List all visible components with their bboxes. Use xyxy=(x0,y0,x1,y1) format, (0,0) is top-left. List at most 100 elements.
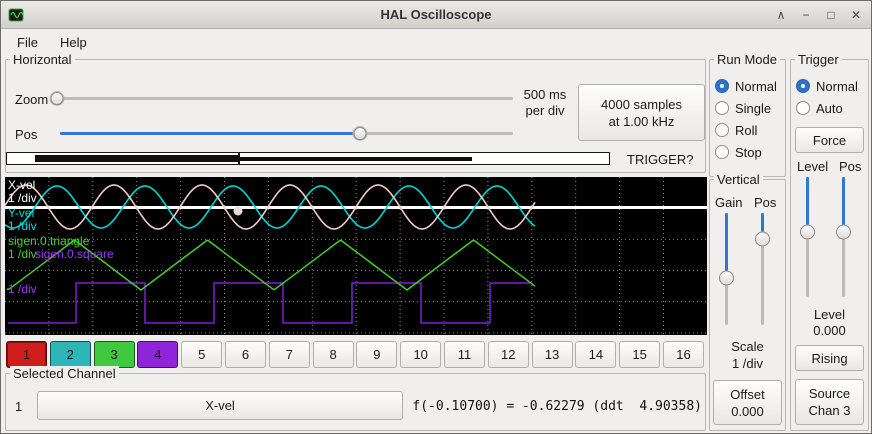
trigger-position-tick xyxy=(238,153,240,164)
vertical-offset-value: 0.000 xyxy=(731,403,764,419)
trace-sigen-0-square xyxy=(8,282,532,324)
trigger-group-title: Trigger xyxy=(795,52,842,67)
titlebar: HAL Oscilloscope ∧ − □ ✕ xyxy=(1,1,871,29)
channel-button-7[interactable]: 7 xyxy=(268,341,310,368)
time-per-div-unit: per div xyxy=(525,103,565,118)
channel-button-13[interactable]: 13 xyxy=(531,341,573,368)
sample-rate-label: at 1.00 kHz xyxy=(608,113,675,129)
channel-button-4[interactable]: 4 xyxy=(137,341,179,368)
shade-button[interactable]: ∧ xyxy=(776,8,786,22)
selected-channel-name: X-vel xyxy=(205,398,235,413)
app-icon xyxy=(8,7,24,23)
trigger-level-col-label: Level xyxy=(797,159,829,174)
radio-unchecked-icon[interactable] xyxy=(715,123,729,137)
vertical-scale-value: 1 /div xyxy=(731,356,764,371)
trigger-level-handle[interactable] xyxy=(799,224,815,240)
channel-button-2[interactable]: 2 xyxy=(49,341,91,368)
channel-button-11[interactable]: 11 xyxy=(443,341,485,368)
record-extent-segment xyxy=(239,157,472,161)
channel-button-9[interactable]: 9 xyxy=(356,341,398,368)
channel-button-16[interactable]: 16 xyxy=(662,341,704,368)
run-mode-option-single[interactable]: Single xyxy=(715,97,777,119)
selected-channel-number: 1 xyxy=(15,399,23,414)
horizontal-group-title: Horizontal xyxy=(10,52,75,67)
trace-y-vel xyxy=(5,185,536,229)
trace-x-vel xyxy=(5,184,536,230)
pos-slider-groove xyxy=(60,132,513,135)
record-position-indicator xyxy=(6,152,610,165)
menu-help[interactable]: Help xyxy=(59,34,87,50)
radio-unchecked-icon[interactable] xyxy=(796,101,810,115)
channel-button-5[interactable]: 5 xyxy=(181,341,223,368)
vertical-pos-slider[interactable] xyxy=(753,211,771,327)
radio-unchecked-icon[interactable] xyxy=(715,101,729,115)
channel-button-1[interactable]: 1 xyxy=(6,341,47,368)
channel-button-8[interactable]: 8 xyxy=(312,341,354,368)
trigger-source-button[interactable]: Source Chan 3 xyxy=(795,379,864,425)
channel-button-row: 1 2 3 4 5 6 7 8 9 10 11 12 13 14 15 16 xyxy=(6,341,704,368)
vertical-pos-groove xyxy=(761,213,764,325)
channel-button-15[interactable]: 15 xyxy=(619,341,661,368)
radio-checked-icon[interactable] xyxy=(796,79,810,93)
trigger-force-button[interactable]: Force xyxy=(795,127,864,153)
vertical-gain-handle[interactable] xyxy=(718,270,734,286)
trigger-source-label: Source xyxy=(808,386,851,401)
trigger-source-value: Chan 3 xyxy=(808,403,851,418)
trigger-level-readout-label: Level xyxy=(813,307,846,322)
vertical-group: Vertical xyxy=(709,172,786,431)
trigger-group: Trigger xyxy=(790,52,869,431)
scope-display[interactable]: X-vel 1 /div Y-vel 1 /div sigen.0.triangle 1 … xyxy=(5,177,707,335)
zoom-label: Zoom xyxy=(15,92,49,107)
run-mode-option-stop[interactable]: Stop xyxy=(715,141,777,163)
run-mode-options: Normal Single Roll Stop xyxy=(715,75,777,163)
radio-unchecked-icon[interactable] xyxy=(715,145,729,159)
time-per-div-value: 500 ms xyxy=(523,87,567,102)
trigger-mode-option-auto[interactable]: Auto xyxy=(796,97,858,119)
channel-button-14[interactable]: 14 xyxy=(575,341,617,368)
minimize-button[interactable]: − xyxy=(802,8,810,22)
selected-channel-group-title: Selected Channel xyxy=(10,366,119,381)
close-button[interactable]: ✕ xyxy=(850,8,862,22)
vertical-group-title: Vertical xyxy=(714,172,763,187)
trigger-pos-handle[interactable] xyxy=(835,224,851,240)
selected-channel-name-button[interactable]: X-vel xyxy=(37,391,403,420)
run-mode-option-label: Stop xyxy=(735,144,762,160)
vertical-gain-groove xyxy=(725,213,728,325)
run-mode-option-label: Single xyxy=(735,100,772,116)
channel-button-6[interactable]: 6 xyxy=(224,341,266,368)
run-mode-group-title: Run Mode xyxy=(714,52,780,67)
menu-file[interactable]: File xyxy=(17,34,38,50)
vertical-gain-slider[interactable] xyxy=(717,211,735,327)
run-mode-option-roll[interactable]: Roll xyxy=(715,119,777,141)
trigger-pos-slider[interactable] xyxy=(834,175,852,299)
pos-slider-handle[interactable] xyxy=(352,125,368,141)
zoom-slider-handle[interactable] xyxy=(49,90,65,106)
channel-button-10[interactable]: 10 xyxy=(400,341,442,368)
zoom-slider[interactable] xyxy=(49,89,515,107)
trigger-level-slider[interactable] xyxy=(798,175,816,299)
run-mode-option-normal[interactable]: Normal xyxy=(715,75,777,97)
trigger-mode-option-label: Normal xyxy=(816,78,858,94)
run-mode-option-label: Normal xyxy=(735,78,777,94)
channel-value-readout: f(-0.10700) = -0.62279 (ddt 4.90358) xyxy=(412,399,702,414)
pos-slider[interactable] xyxy=(58,124,515,142)
radio-checked-icon[interactable] xyxy=(715,79,729,93)
vertical-pos-handle[interactable] xyxy=(754,231,770,247)
trigger-level-readout-value: 0.000 xyxy=(813,323,846,338)
trigger-edge-button[interactable]: Rising xyxy=(795,345,864,371)
trigger-pos-col-label: Pos xyxy=(839,159,862,174)
vertical-offset-button[interactable]: Offset 0.000 xyxy=(713,380,782,425)
time-per-div-readout: 500 ms per div xyxy=(515,87,575,119)
channel-button-3[interactable]: 3 xyxy=(93,341,135,368)
scope-waveform-canvas[interactable] xyxy=(5,177,707,335)
channel-button-12[interactable]: 12 xyxy=(487,341,529,368)
maximize-button[interactable]: □ xyxy=(827,8,835,22)
vertical-gain-col-label: Gain xyxy=(715,195,743,210)
sample-record-button[interactable]: 4000 samples at 1.00 kHz xyxy=(578,84,705,141)
cursor-dot xyxy=(233,206,243,216)
trigger-mode-option-normal[interactable]: Normal xyxy=(796,75,858,97)
pos-label: Pos xyxy=(15,127,38,142)
trigger-mode-option-label: Auto xyxy=(816,100,843,116)
vertical-offset-label: Offset xyxy=(730,386,765,402)
